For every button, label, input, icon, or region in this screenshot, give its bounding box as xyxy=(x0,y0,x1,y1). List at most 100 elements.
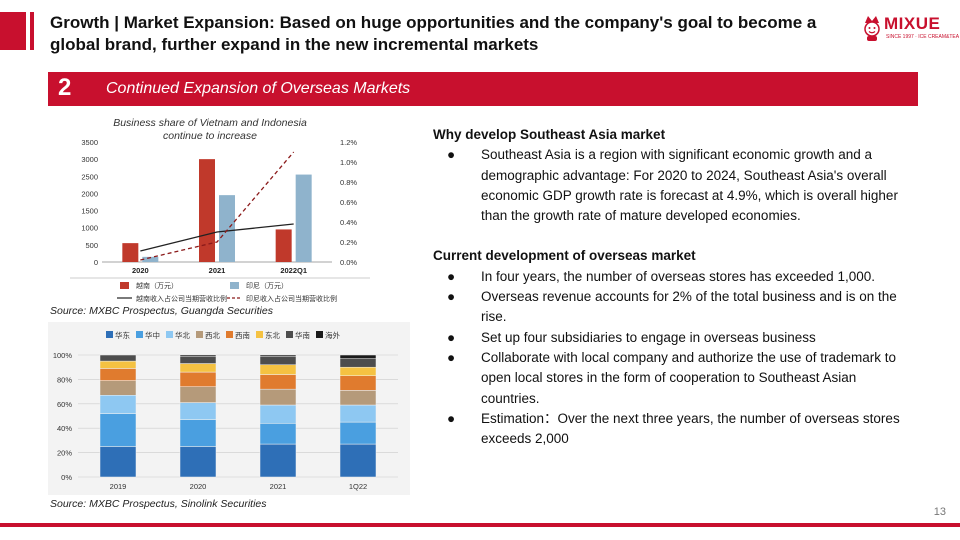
legend-label: 印尼（万元） xyxy=(246,282,288,290)
legend-label: 西南 xyxy=(235,330,250,340)
stack-segment xyxy=(179,419,217,447)
stack-segment xyxy=(99,446,137,478)
brand-logo: MIXUE SINCE 1997 · ICE CREAM&TEA xyxy=(860,14,959,44)
y-tick-label: 0 xyxy=(94,258,98,267)
chart1-caption: Business share of Vietnam and Indonesia … xyxy=(113,117,307,142)
legend-label: 华北 xyxy=(175,330,190,340)
stack-segment xyxy=(259,388,297,406)
legend-label: 海外 xyxy=(325,330,340,340)
legend-label: 华东 xyxy=(115,330,130,340)
bullet-icon: ● xyxy=(447,349,456,365)
legend-swatch xyxy=(230,282,239,289)
legend-swatch xyxy=(136,331,143,338)
y-tick-label: 60% xyxy=(57,400,72,409)
y-tick-label: 2500 xyxy=(81,172,98,181)
legend-label: 华南 xyxy=(295,330,310,340)
stack-segment xyxy=(259,374,297,390)
stack-segment xyxy=(99,360,137,369)
footer-rule xyxy=(0,523,960,527)
line-vietnam-share xyxy=(140,223,294,252)
bar-indonesia xyxy=(219,195,235,262)
legend-label: 越南（万元） xyxy=(136,281,178,290)
legend-swatch xyxy=(226,331,233,338)
brand-name: MIXUE xyxy=(884,14,941,33)
stack-segment xyxy=(179,363,217,373)
bullet-icon: ● xyxy=(447,147,456,163)
header-accent-bar xyxy=(0,12,26,50)
y-tick-label: 40% xyxy=(57,424,72,433)
legend-label: 越南收入占公司当期营收比例 xyxy=(136,294,227,303)
x-tick-label: 2022Q1 xyxy=(280,266,307,275)
bullet-item: ● Overseas revenue accounts for 2% of the… xyxy=(447,289,897,325)
x-tick-label: 1Q22 xyxy=(349,482,367,491)
y2-tick-label: 0.0% xyxy=(340,258,357,267)
stack-segment xyxy=(259,364,297,375)
stack-segment xyxy=(179,402,217,420)
regional-store-share-chart: 0% 20% 40% 60% 80% 100% 华东 华中 华北 西北 西南 东北 华南 海外 2019 20… xyxy=(48,322,410,495)
x-tick-label: 2021 xyxy=(270,482,287,491)
legend-swatch xyxy=(256,331,263,338)
line-indonesia-share xyxy=(140,151,295,261)
bar-indonesia xyxy=(142,256,159,262)
stack-segment xyxy=(179,354,217,357)
stack-segment xyxy=(259,404,297,424)
stack-segment xyxy=(179,386,217,403)
y-tick-label: 1000 xyxy=(81,224,98,233)
y2-tick-label: 0.8% xyxy=(340,178,357,187)
section-number: 2 xyxy=(58,74,72,101)
y-tick-label: 100% xyxy=(53,351,73,360)
stack-segment xyxy=(339,358,377,368)
bar-vietnam xyxy=(122,243,139,262)
heading-current-development: Current development of overseas market xyxy=(433,248,696,264)
y2-tick-label: 0.6% xyxy=(340,198,357,207)
stack-segment xyxy=(339,354,377,359)
legend-swatch xyxy=(316,331,323,338)
legend-label: 华中 xyxy=(145,330,160,340)
bar-vietnam xyxy=(199,159,215,262)
y2-tick-label: 1.2% xyxy=(340,138,357,147)
x-tick-label: 2021 xyxy=(209,266,226,275)
stack-segment xyxy=(339,421,377,445)
y-tick-label: 20% xyxy=(57,449,72,458)
page-number: 13 xyxy=(933,506,946,518)
legend-label: 东北 xyxy=(265,330,280,340)
x-tick-label: 2019 xyxy=(110,482,127,491)
bullet-icon: ● xyxy=(447,268,456,284)
y-tick-label: 2000 xyxy=(81,189,98,198)
page-title: Growth | Market Expansion: Based on huge… xyxy=(50,13,817,54)
chart1-source: Source: MXBC Prospectus, Guangda Securit… xyxy=(50,305,273,317)
stack-segment xyxy=(99,413,137,447)
stack-segment xyxy=(259,423,297,445)
stack-segment xyxy=(339,366,377,376)
legend-label: 西北 xyxy=(205,331,220,340)
stack-segment xyxy=(259,443,297,478)
y-tick-label: 0% xyxy=(61,473,72,482)
y2-tick-label: 1.0% xyxy=(340,158,357,167)
bullet-icon: ● xyxy=(447,410,456,426)
stack-segment xyxy=(259,354,297,357)
legend-swatch xyxy=(120,282,129,289)
legend-swatch xyxy=(166,331,173,338)
y-tick-label: 3500 xyxy=(81,138,98,147)
stack-segment xyxy=(339,390,377,406)
chart2-source: Source: MXBC Prospectus, Sinolink Securi… xyxy=(50,498,267,510)
stack-segment xyxy=(179,371,217,387)
stack-segment xyxy=(99,395,137,414)
brand-tagline: SINCE 1997 · ICE CREAM&TEA xyxy=(886,34,960,40)
x-tick-label: 2020 xyxy=(190,482,207,491)
legend-swatch xyxy=(286,331,293,338)
y-tick-label: 3000 xyxy=(81,155,98,164)
stack-segment xyxy=(99,380,137,396)
legend-swatch xyxy=(106,331,113,338)
bullet-item: ● Set up four subsidiaries to engage in o… xyxy=(433,328,913,348)
overseas-revenue-chart: 0 500 1000 1500 2000 2500 3000 3500 0.0% 0.2% 0.4%… xyxy=(70,138,370,303)
stack-segment xyxy=(339,443,377,478)
bullet-item: ● Collaborate with local company and auth… xyxy=(447,349,896,406)
section-banner: 2 Continued Expansion of Overseas Market… xyxy=(48,72,918,106)
y2-tick-label: 0.4% xyxy=(340,218,357,227)
bullet-icon: ● xyxy=(447,289,456,305)
stack-segment xyxy=(99,368,137,381)
bar-indonesia xyxy=(295,174,312,262)
stack-segment xyxy=(339,375,377,391)
bullet-icon: ● xyxy=(447,329,456,345)
